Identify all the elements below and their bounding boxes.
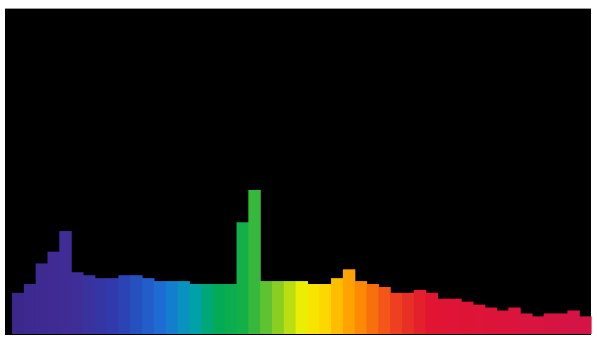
spectrum-bar	[579, 316, 592, 334]
spectrum-bar	[413, 289, 427, 334]
spectrum-bar	[82, 275, 96, 334]
spectrum-bar	[47, 251, 60, 334]
spectrum-bar	[543, 313, 557, 334]
spectrum-bar	[354, 281, 368, 334]
x-tick-label: 400	[47, 342, 72, 358]
spectrum-bar	[307, 284, 320, 334]
spectrum-bar	[271, 281, 285, 334]
spectrum-bar	[461, 301, 474, 334]
spectrum-bar	[94, 278, 108, 334]
spectrum-bars	[12, 189, 592, 334]
spectrum-bar	[23, 284, 37, 334]
spectrum-bar	[130, 275, 143, 334]
spectrum-bar	[366, 284, 379, 334]
spectrum-bar	[283, 281, 297, 334]
spectrum-bar	[153, 281, 167, 334]
spectrum-bar	[165, 281, 179, 334]
spectrum-bar	[342, 269, 356, 334]
spectrum-bar	[189, 284, 202, 334]
spectrum-bar	[319, 284, 332, 334]
x-axis-tick-labels: 400 500 600 700 nm	[47, 342, 541, 358]
spectrum-bar	[508, 307, 521, 334]
spectrum-bar	[35, 263, 49, 334]
spectrum-bar	[472, 304, 486, 334]
spectrum-bar	[118, 275, 131, 334]
spectrum-bar	[378, 286, 391, 334]
spectrum-bar	[390, 292, 403, 334]
spectrum-bar	[567, 310, 580, 334]
spectrum-bar	[212, 284, 226, 334]
spectrum-bar	[425, 292, 438, 334]
spectrum-bar	[520, 313, 533, 334]
spectrum-bar	[236, 222, 249, 334]
spectrum-bar	[260, 281, 273, 334]
spectrum-bar	[496, 310, 509, 334]
x-tick-label: 700 nm	[489, 342, 541, 358]
spectrum-bar	[295, 281, 309, 334]
spectrum-bar	[531, 316, 545, 334]
spectrum-bar	[59, 231, 72, 334]
spectrum-bar	[401, 292, 415, 334]
spectrum-bar	[484, 307, 498, 334]
spectrum-bar	[449, 298, 462, 334]
spectrum-bar	[224, 284, 238, 334]
spectrum-bar	[437, 298, 450, 334]
x-tick-label: 500	[194, 342, 219, 358]
spectrum-bar	[177, 281, 190, 334]
spectrum-bar	[12, 292, 25, 334]
spectrum-bar	[248, 189, 261, 334]
spectrum-bar	[71, 272, 84, 334]
spectrum-bar	[201, 284, 214, 334]
spectrum-bar	[106, 278, 119, 334]
spectrum-bar	[331, 278, 344, 334]
spectrum-bar	[142, 278, 155, 334]
x-tick-label: 600	[342, 342, 367, 358]
spectrum-bar	[555, 313, 568, 334]
